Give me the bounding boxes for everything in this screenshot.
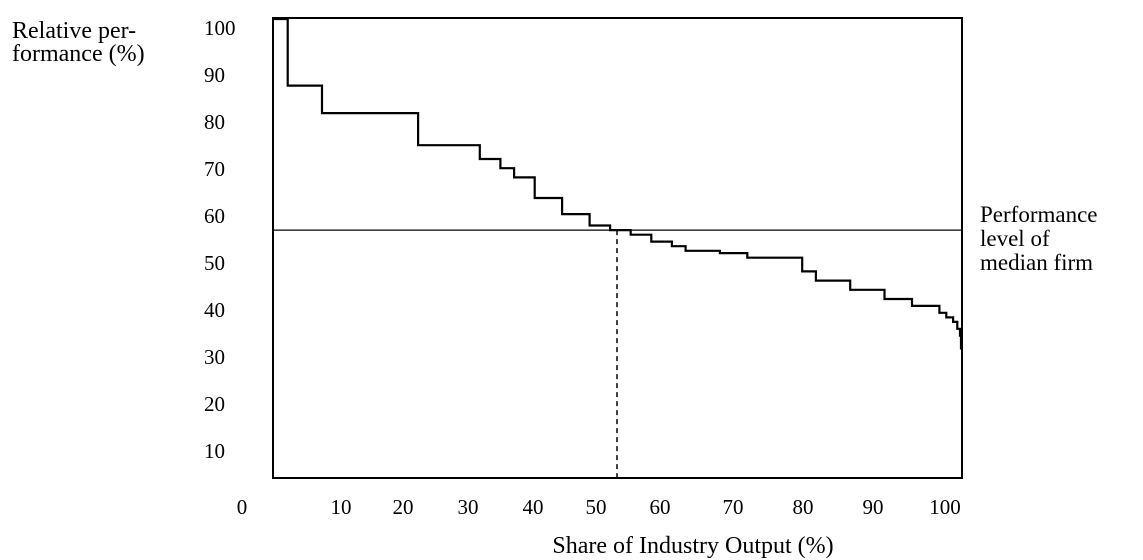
- median-annotation-line-3: median firm: [980, 250, 1093, 275]
- median-annotation: Performance level of median firm: [980, 202, 1098, 275]
- y-tick-label: 20: [204, 392, 225, 416]
- x-axis-title: Share of Industry Output (%): [552, 533, 833, 559]
- x-tick-labels: 0 10 20 30 40 50 60 70 80 90 100: [237, 495, 961, 519]
- x-tick-label: 90: [863, 495, 884, 519]
- y-tick-label: 50: [204, 251, 225, 275]
- median-annotation-line-2: level of: [980, 226, 1050, 251]
- x-tick-label: 20: [393, 495, 414, 519]
- y-tick-label: 10: [204, 439, 225, 463]
- y-axis-title-line-1: Relative per-: [12, 18, 136, 44]
- x-tick-label: 10: [331, 495, 352, 519]
- y-axis-title-line-2: formance (%): [12, 41, 145, 67]
- y-tick-label: 40: [204, 298, 225, 322]
- x-tick-label: 40: [523, 495, 544, 519]
- x-tick-label: 100: [929, 495, 961, 519]
- x-tick-label: 30: [458, 495, 479, 519]
- x-tick-label: 60: [650, 495, 671, 519]
- y-tick-label: 100: [204, 16, 236, 40]
- y-axis-title: Relative per- formance (%): [12, 18, 145, 67]
- performance-step-curve: [274, 17, 963, 350]
- y-tick-label: 60: [204, 204, 225, 228]
- median-annotation-line-1: Performance: [980, 202, 1098, 227]
- x-tick-label: 80: [793, 495, 814, 519]
- y-tick-label: 30: [204, 345, 225, 369]
- y-tick-labels: 100 90 80 70 60 50 40 30 20 10: [204, 16, 236, 463]
- plot-area: [272, 17, 963, 479]
- y-tick-label: 90: [204, 63, 225, 87]
- x-tick-label: 50: [586, 495, 607, 519]
- x-tick-label: 70: [723, 495, 744, 519]
- y-tick-label: 70: [204, 157, 225, 181]
- y-tick-label: 80: [204, 110, 225, 134]
- x-tick-label: 0: [237, 495, 248, 519]
